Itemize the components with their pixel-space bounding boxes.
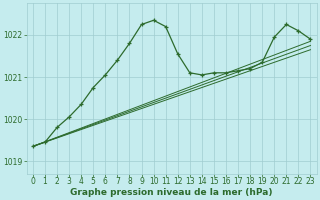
X-axis label: Graphe pression niveau de la mer (hPa): Graphe pression niveau de la mer (hPa) (70, 188, 273, 197)
